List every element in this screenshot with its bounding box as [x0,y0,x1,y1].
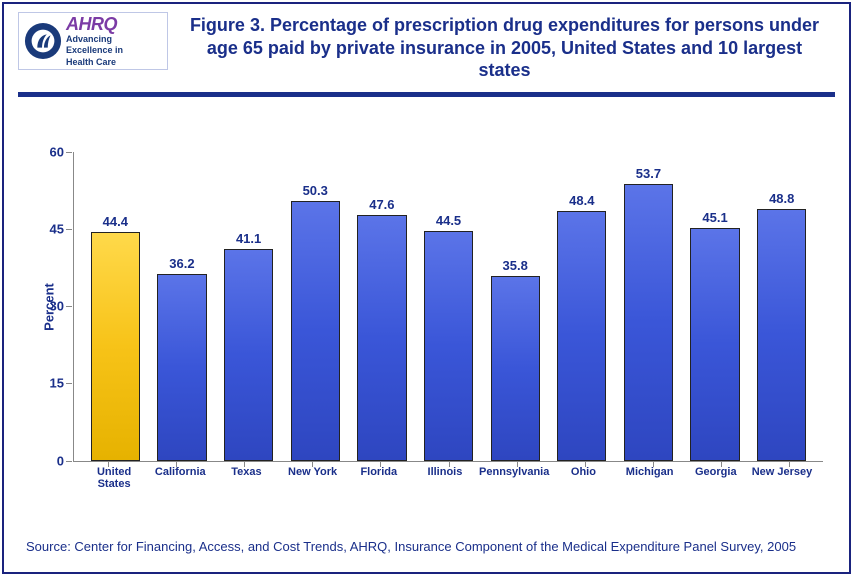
hhs-seal-icon [24,22,62,60]
bar-slot: 44.5 [415,152,482,461]
bar-slot: 53.7 [615,152,682,461]
bar-value-label: 50.3 [303,183,328,198]
bar-value-label: 47.6 [369,197,394,212]
bar-slot: 35.8 [482,152,549,461]
ahrq-tagline-1: Advancing [66,35,123,44]
bar: 50.3 [291,201,340,460]
x-category-label: New York [280,466,346,494]
x-category-label-line: California [148,466,212,478]
x-category-label-line: United [82,466,146,478]
ahrq-wordmark: AHRQ [66,15,123,33]
bar-value-label: 53.7 [636,166,661,181]
y-tick [66,152,72,153]
y-tick [66,383,72,384]
y-tick-label: 30 [50,299,64,314]
bar-slot: 48.4 [548,152,615,461]
source-note: Source: Center for Financing, Access, an… [26,539,796,554]
bar-value-label: 44.5 [436,213,461,228]
x-category-label-line: Ohio [551,466,615,478]
bar-slot: 47.6 [349,152,416,461]
bar: 53.7 [624,184,673,461]
bar: 45.1 [690,228,739,460]
x-category-label: Michigan [617,466,683,494]
ahrq-logo: AHRQ Advancing Excellence in Health Care [18,12,168,70]
bar: 48.4 [557,211,606,460]
bar: 48.8 [757,209,806,460]
x-category-label: UnitedStates [81,466,147,494]
bar: 36.2 [157,274,206,460]
bar-slot: 48.8 [748,152,815,461]
y-tick-label: 60 [50,144,64,159]
ahrq-text-block: AHRQ Advancing Excellence in Health Care [66,15,123,67]
bar-value-label: 41.1 [236,231,261,246]
bar-slot: 44.4 [82,152,149,461]
ahrq-tagline-2: Excellence in [66,46,123,55]
y-tick-label: 15 [50,376,64,391]
bar-slot: 50.3 [282,152,349,461]
bar: 47.6 [357,215,406,460]
x-category-label: New Jersey [749,466,815,494]
bar: 35.8 [491,276,540,460]
bar-value-label: 45.1 [702,210,727,225]
bar-value-label: 48.8 [769,191,794,206]
x-category-label-line: Michigan [618,466,682,478]
x-labels-row: UnitedStatesCaliforniaTexasNew YorkFlori… [73,466,823,494]
x-category-label-line: Georgia [684,466,748,478]
bar-value-label: 48.4 [569,193,594,208]
bar-chart: Percent 44.436.241.150.347.644.535.848.4… [73,152,823,462]
bar: 44.4 [91,232,140,461]
bar-slot: 45.1 [682,152,749,461]
x-category-label-line: Texas [214,466,278,478]
header-row: AHRQ Advancing Excellence in Health Care… [18,12,835,82]
x-category-label-line: Florida [347,466,411,478]
y-tick [66,461,72,462]
plot-area: 44.4 36.2 41.1 50.3 47.6 44.5 35.8 48.4 53.7 45.1… [73,152,823,462]
x-category-label: Georgia [683,466,749,494]
x-category-label: Pennsylvania [478,466,550,494]
bar: 41.1 [224,249,273,461]
y-tick-label: 0 [57,453,64,468]
ahrq-tagline-3: Health Care [66,58,123,67]
x-category-label-line: New Jersey [750,466,814,478]
y-tick [66,306,72,307]
x-category-label: Illinois [412,466,478,494]
bar-slot: 41.1 [215,152,282,461]
x-category-label: Florida [346,466,412,494]
y-tick-label: 45 [50,221,64,236]
figure-title: Figure 3. Percentage of prescription dru… [174,12,835,82]
x-category-label: California [147,466,213,494]
x-category-label: Ohio [550,466,616,494]
x-category-label-line: New York [281,466,345,478]
bar-value-label: 36.2 [169,256,194,271]
bars-container: 44.4 36.2 41.1 50.3 47.6 44.5 35.8 48.4 53.7 45.1… [74,152,823,461]
x-category-label: Texas [213,466,279,494]
figure-frame: AHRQ Advancing Excellence in Health Care… [2,2,851,574]
header-rule [18,92,835,97]
bar-slot: 36.2 [149,152,216,461]
x-category-label-line: Pennsylvania [479,466,549,478]
y-tick [66,229,72,230]
bar-value-label: 44.4 [103,214,128,229]
bar-value-label: 35.8 [503,258,528,273]
bar: 44.5 [424,231,473,460]
x-category-label-line: States [82,478,146,490]
x-category-label-line: Illinois [413,466,477,478]
